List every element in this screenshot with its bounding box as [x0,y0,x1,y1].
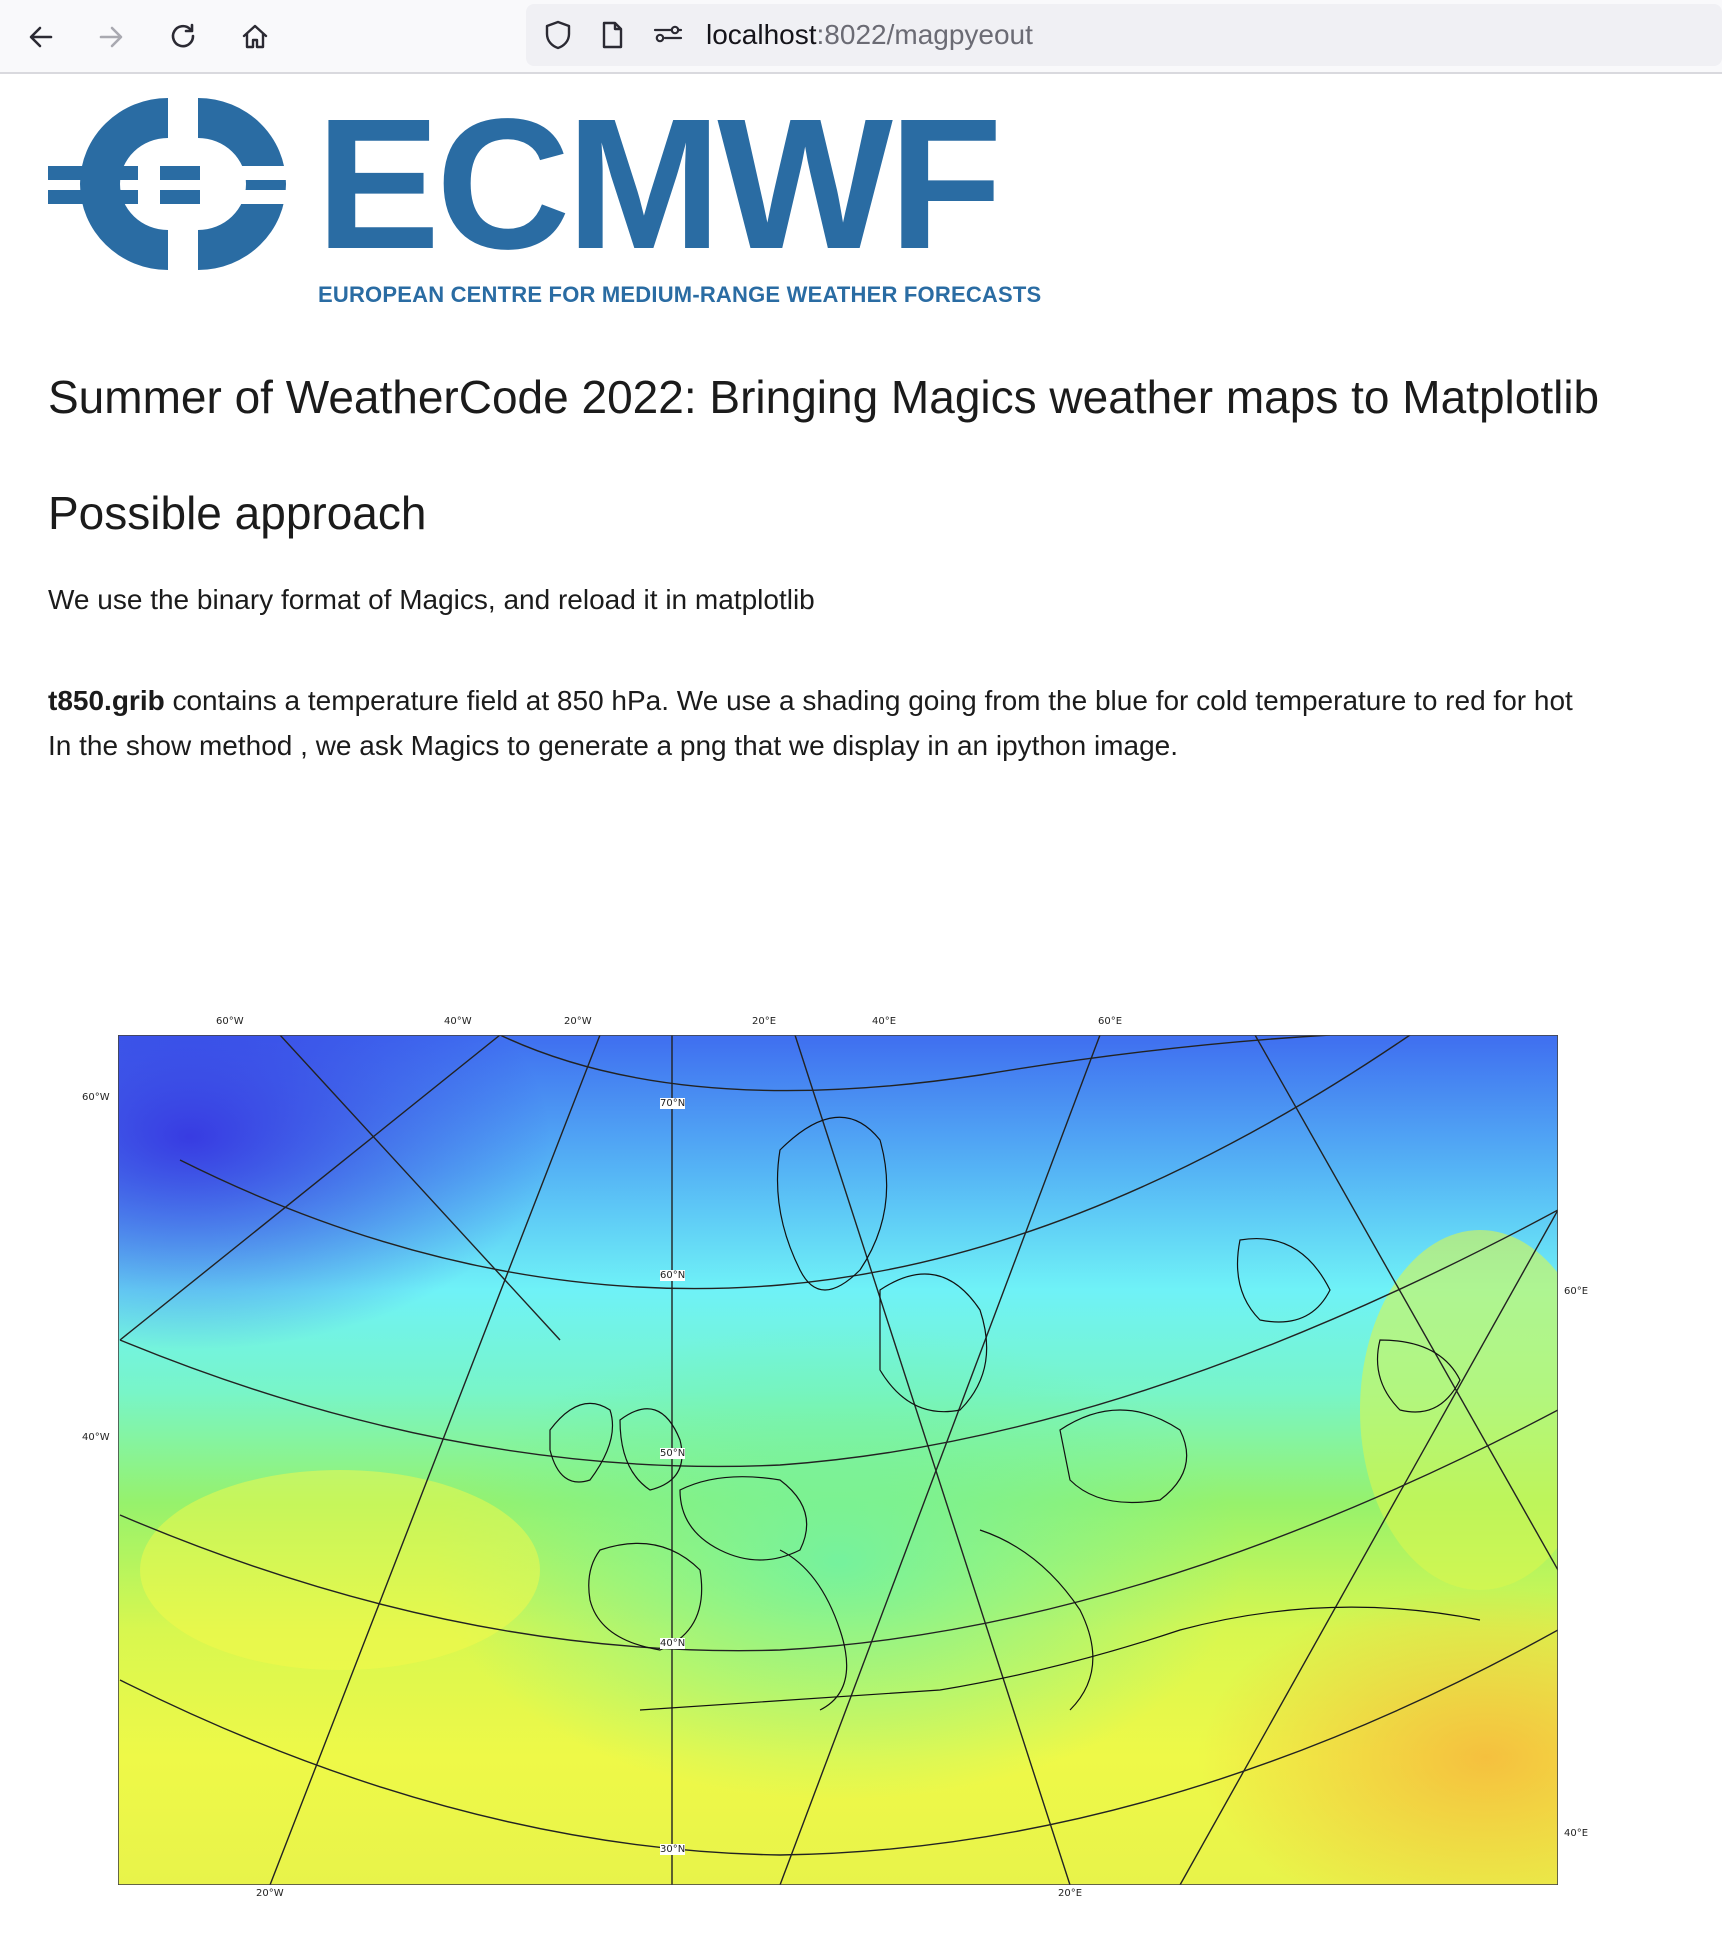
description-paragraph: t850.grib contains a temperature field a… [48,678,1573,768]
logo-tagline: EUROPEAN CENTRE FOR MEDIUM-RANGE WEATHER… [318,282,1042,307]
description-text-1: contains a temperature field at 850 hPa.… [164,685,1573,716]
ecmwf-logo [48,98,288,270]
shield-icon[interactable] [542,19,574,51]
url-path: :8022/magpyeout [816,19,1033,50]
logo-wordmark: ECMWF [316,81,1002,288]
map-label-top-6: 60°E [1098,1016,1123,1027]
map-label-right-1: 60°E [1564,1286,1589,1297]
back-button[interactable] [18,14,64,60]
map-label-bottom-1: 20°W [256,1888,284,1899]
browser-toolbar: localhost:8022/magpyeout [0,0,1722,74]
map-label-top-2: 40°W [444,1016,472,1027]
url-host: localhost [706,19,817,50]
arrow-right-icon [99,26,123,48]
page-title: Summer of WeatherCode 2022: Bringing Mag… [48,371,1600,423]
url-text[interactable]: localhost:8022/magpyeout [706,18,1033,52]
temperature-map-image [118,1035,1558,1885]
map-label-lat-50: 50°N [660,1448,686,1459]
section-title: Possible approach [48,487,427,539]
map-label-lat-70: 70°N [660,1098,686,1109]
page-icon[interactable] [596,19,628,51]
home-icon [242,24,268,49]
description-line-2: In the show method , we ask Magics to ge… [48,730,1178,761]
map-label-left-2: 40°W [82,1432,110,1443]
map-label-top-5: 40°E [872,1016,897,1027]
map-label-lat-60: 60°N [660,1270,686,1281]
map-label-bottom-2: 20°E [1058,1888,1083,1899]
file-name: t850.grib [48,685,165,716]
map-label-lat-30: 30°N [660,1844,686,1855]
reload-icon [171,23,195,48]
description-line-1: t850.grib contains a temperature field a… [48,678,1573,723]
forward-button[interactable] [88,14,134,60]
map-label-lat-40: 40°N [660,1638,686,1649]
map-label-right-2: 40°E [1564,1828,1589,1839]
permissions-icon[interactable] [652,19,684,51]
url-bar[interactable]: localhost:8022/magpyeout [526,4,1722,66]
reload-button[interactable] [160,14,206,60]
arrow-left-icon [29,26,53,48]
weather-map: 60°W 40°W 20°W 20°E 40°E 60°E 60°W 40°W … [80,1010,1620,1910]
home-button[interactable] [232,14,278,60]
intro-paragraph: We use the binary format of Magics, and … [48,584,815,615]
map-label-top-3: 20°W [564,1016,592,1027]
map-label-top-4: 20°E [752,1016,777,1027]
map-label-left-1: 60°W [82,1092,110,1103]
map-label-top-1: 60°W [216,1016,244,1027]
